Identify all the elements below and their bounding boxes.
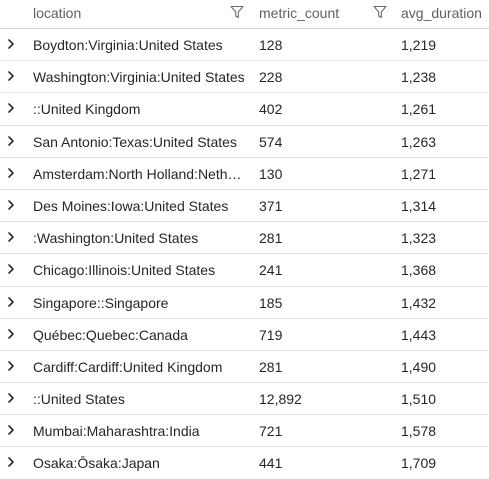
chevron-right-icon[interactable]	[6, 328, 16, 340]
cell-avg-duration: 1,314	[401, 197, 437, 214]
cell-location: Singapore::Singapore	[33, 294, 169, 311]
table-row[interactable]: Washington:Virginia:United States 228 1,…	[0, 61, 489, 94]
cell-location: ::United Kingdom	[33, 101, 141, 118]
cell-location: Amsterdam:North Holland:Netherlands	[33, 165, 245, 182]
cell-avg-duration: 1,368	[401, 262, 437, 279]
cell-location: Washington:Virginia:United States	[33, 69, 245, 86]
cell-metric-count: 281	[259, 358, 283, 375]
cell-avg-duration: 1,263	[401, 133, 437, 150]
table-row[interactable]: Cardiff:Cardiff:United Kingdom 281 1,490	[0, 351, 489, 384]
chevron-right-icon[interactable]	[6, 263, 16, 275]
chevron-right-icon[interactable]	[6, 296, 16, 308]
cell-metric-count: 574	[259, 133, 283, 150]
cell-avg-duration: 1,261	[401, 101, 437, 118]
column-header-metric-count[interactable]: metric_count	[259, 5, 340, 21]
cell-avg-duration: 1,432	[401, 294, 437, 311]
chevron-right-icon[interactable]	[6, 102, 16, 114]
cell-avg-duration: 1,238	[401, 69, 437, 86]
chevron-right-icon[interactable]	[6, 360, 16, 372]
cell-metric-count: 12,892	[259, 391, 302, 408]
cell-location: Boydton:Virginia:United States	[33, 37, 223, 53]
cell-metric-count: 130	[259, 165, 283, 182]
cell-metric-count: 228	[259, 69, 283, 86]
cell-metric-count: 721	[259, 423, 283, 440]
table-row[interactable]: Des Moines:Iowa:United States 371 1,314	[0, 190, 489, 223]
table-row[interactable]: :Washington:United States 281 1,323	[0, 222, 489, 255]
cell-metric-count: 371	[259, 197, 283, 214]
chevron-right-icon[interactable]	[6, 424, 16, 436]
table-row[interactable]: Singapore::Singapore 185 1,432	[0, 287, 489, 319]
column-header-location[interactable]: location	[33, 5, 82, 21]
chevron-right-icon[interactable]	[6, 392, 16, 404]
cell-metric-count: 719	[259, 326, 283, 343]
cell-location: Cardiff:Cardiff:United Kingdom	[33, 358, 223, 375]
cell-metric-count: 402	[259, 101, 283, 118]
cell-location: Québec:Quebec:Canada	[33, 326, 188, 343]
chevron-right-icon[interactable]	[6, 456, 16, 468]
table-row[interactable]: Osaka:Ōsaka:Japan 441 1,709	[0, 447, 489, 479]
chevron-right-icon[interactable]	[6, 167, 16, 179]
table-row[interactable]: San Antonio:Texas:United States 574 1,26…	[0, 126, 489, 158]
table-row[interactable]: Chicago:Illinois:United States 241 1,368	[0, 254, 489, 287]
cell-metric-count: 241	[259, 262, 283, 279]
cell-metric-count: 281	[259, 230, 283, 247]
column-header-avg-duration[interactable]: avg_duration	[401, 5, 482, 21]
filter-funnel-icon[interactable]	[230, 5, 244, 19]
table-row[interactable]: Québec:Quebec:Canada 719 1,443	[0, 319, 489, 351]
cell-avg-duration: 1,490	[401, 358, 437, 375]
cell-metric-count: 441	[259, 455, 283, 472]
cell-avg-duration: 1,443	[401, 326, 437, 343]
cell-avg-duration: 1,219	[401, 37, 437, 53]
table-row[interactable]: ::United States 12,892 1,510	[0, 383, 489, 416]
cell-metric-count: 128	[259, 37, 283, 53]
grid-header: location metric_count avg_duration	[0, 0, 489, 29]
cell-avg-duration: 1,578	[401, 423, 437, 440]
chevron-right-icon[interactable]	[6, 199, 16, 211]
chevron-right-icon[interactable]	[6, 231, 16, 243]
cell-avg-duration: 1,323	[401, 230, 437, 247]
cell-metric-count: 185	[259, 294, 283, 311]
cell-location: ::United States	[33, 391, 125, 408]
table-row[interactable]: Boydton:Virginia:United States 128 1,219	[0, 29, 489, 62]
cell-avg-duration: 1,709	[401, 455, 437, 472]
grid-body: Boydton:Virginia:United States 128 1,219…	[0, 29, 489, 479]
table-row[interactable]: Mumbai:Maharashtra:India 721 1,578	[0, 415, 489, 448]
chevron-right-icon[interactable]	[6, 70, 16, 82]
cell-location: San Antonio:Texas:United States	[33, 133, 237, 150]
cell-location: :Washington:United States	[33, 230, 199, 247]
chevron-right-icon[interactable]	[6, 38, 16, 50]
cell-location: Osaka:Ōsaka:Japan	[33, 455, 160, 472]
cell-location: Des Moines:Iowa:United States	[33, 197, 229, 214]
cell-avg-duration: 1,271	[401, 165, 437, 182]
filter-funnel-icon[interactable]	[373, 5, 387, 19]
table-row[interactable]: ::United Kingdom 402 1,261	[0, 93, 489, 126]
cell-avg-duration: 1,510	[401, 391, 437, 408]
chevron-right-icon[interactable]	[6, 135, 16, 147]
cell-location: Chicago:Illinois:United States	[33, 262, 216, 279]
cell-location: Mumbai:Maharashtra:India	[33, 423, 200, 440]
table-row[interactable]: Amsterdam:North Holland:Netherlands 130 …	[0, 158, 489, 190]
